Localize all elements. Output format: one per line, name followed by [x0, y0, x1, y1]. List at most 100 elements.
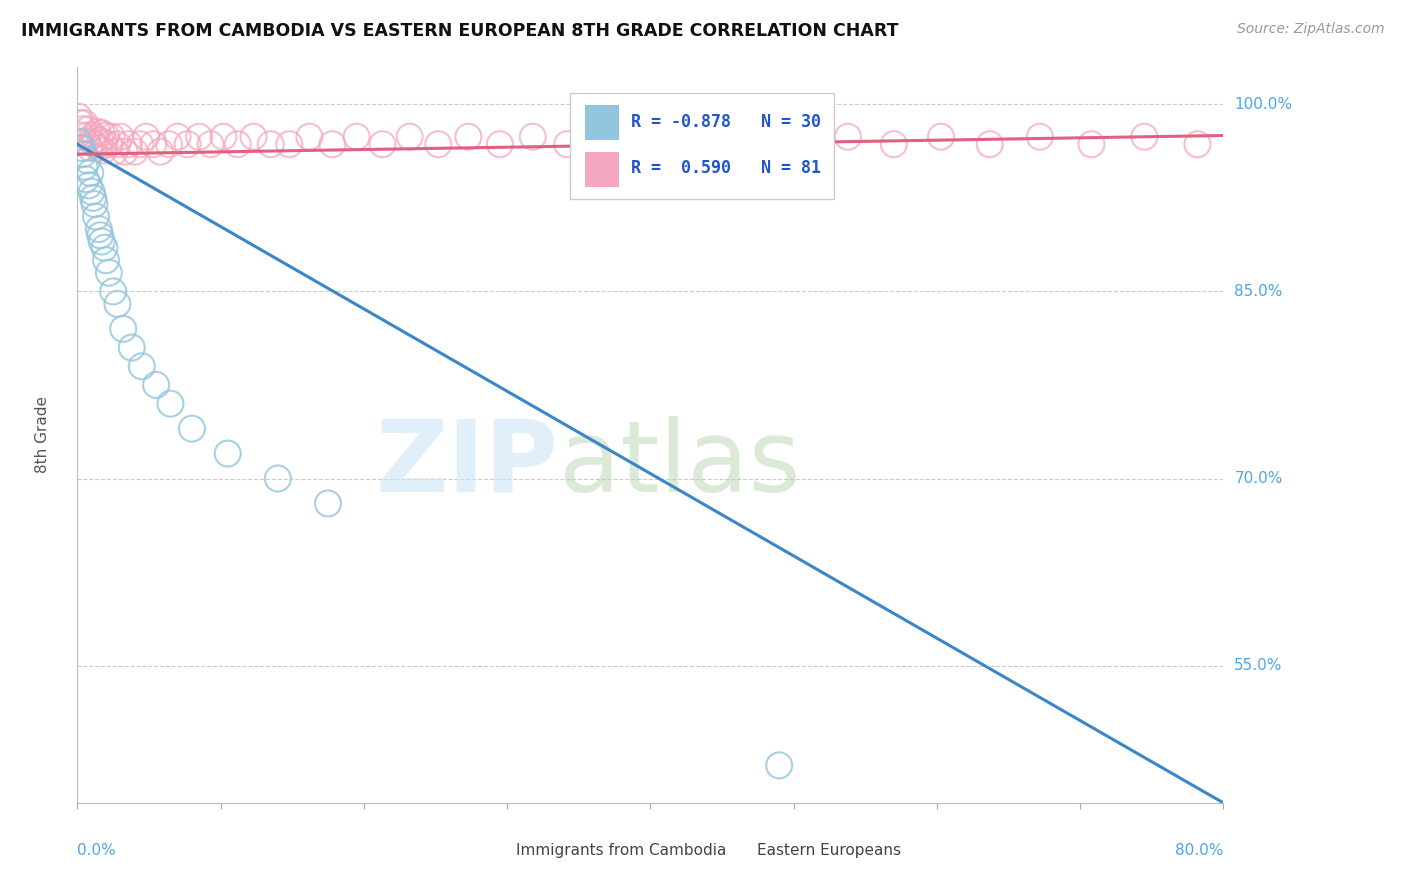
Point: [149, 145, 172, 159]
Point: [346, 129, 368, 144]
Point: [883, 137, 905, 152]
Point: [112, 322, 135, 336]
Point: [80, 185, 103, 199]
Point: [212, 129, 235, 144]
Bar: [484, 839, 509, 862]
Point: [90, 126, 112, 140]
Point: [75, 135, 97, 149]
Point: [929, 129, 952, 144]
Text: 85.0%: 85.0%: [1234, 284, 1282, 299]
Point: [77, 178, 100, 193]
Point: [316, 496, 339, 510]
Bar: [585, 152, 619, 186]
Point: [82, 128, 104, 143]
Point: [103, 145, 125, 159]
Point: [75, 172, 97, 186]
Point: [1187, 137, 1209, 152]
Point: [69, 116, 91, 130]
Point: [489, 137, 512, 152]
Point: [93, 136, 115, 150]
Point: [555, 137, 578, 152]
Point: [217, 446, 239, 460]
Point: [298, 129, 321, 144]
Point: [142, 137, 165, 152]
Point: [979, 137, 1001, 152]
Point: [87, 222, 110, 236]
Text: atlas: atlas: [558, 416, 800, 513]
Point: [67, 135, 90, 149]
Point: [321, 137, 343, 152]
Text: Immigrants from Cambodia: Immigrants from Cambodia: [516, 843, 727, 858]
Point: [67, 110, 90, 124]
Text: ZIP: ZIP: [375, 416, 558, 513]
Point: [76, 128, 98, 143]
Point: [118, 137, 141, 152]
Point: [1080, 137, 1102, 152]
Text: R =  0.590   N = 81: R = 0.590 N = 81: [631, 160, 821, 178]
Point: [159, 397, 181, 411]
Point: [226, 137, 249, 152]
Point: [91, 144, 114, 158]
Point: [1133, 129, 1156, 144]
Point: [278, 137, 301, 152]
Point: [79, 141, 101, 155]
Point: [768, 758, 790, 772]
Point: [668, 129, 690, 144]
Point: [70, 128, 93, 143]
Point: [242, 129, 264, 144]
Point: [79, 166, 101, 180]
Point: [124, 145, 146, 159]
Point: [84, 132, 107, 146]
Point: [82, 191, 104, 205]
Point: [86, 125, 108, 139]
Point: [72, 122, 94, 136]
Text: R = -0.878   N = 30: R = -0.878 N = 30: [631, 113, 821, 131]
Point: [837, 129, 859, 144]
Text: 0.0%: 0.0%: [77, 843, 117, 858]
Text: 80.0%: 80.0%: [1175, 843, 1223, 858]
Point: [94, 253, 117, 268]
Text: 70.0%: 70.0%: [1234, 471, 1282, 486]
Point: [93, 241, 115, 255]
Point: [457, 129, 479, 144]
Point: [83, 197, 105, 211]
Point: [267, 471, 290, 485]
Point: [371, 137, 394, 152]
Point: [76, 153, 98, 168]
Text: Eastern Europeans: Eastern Europeans: [756, 843, 901, 858]
Point: [129, 137, 152, 152]
Point: [107, 297, 129, 311]
Point: [83, 137, 105, 152]
Text: 55.0%: 55.0%: [1234, 658, 1282, 673]
Point: [200, 137, 222, 152]
Point: [398, 129, 420, 144]
Point: [260, 137, 283, 152]
Point: [73, 116, 96, 130]
Point: [72, 147, 94, 161]
Point: [77, 122, 100, 136]
Point: [94, 128, 117, 143]
Point: [180, 422, 204, 436]
Point: [176, 137, 198, 152]
Point: [135, 129, 157, 144]
Text: 8th Grade: 8th Grade: [35, 396, 51, 474]
Point: [628, 137, 651, 152]
Point: [101, 285, 124, 299]
Point: [793, 137, 815, 152]
Point: [70, 141, 93, 155]
Point: [522, 129, 544, 144]
Point: [84, 210, 107, 224]
Point: [89, 228, 111, 243]
Bar: [585, 105, 619, 140]
Point: [97, 266, 120, 280]
Point: [1029, 129, 1052, 144]
Point: [749, 129, 772, 144]
Point: [121, 341, 143, 355]
Point: [131, 359, 153, 374]
Point: [107, 137, 129, 152]
Point: [87, 141, 110, 155]
Point: [97, 137, 120, 152]
Point: [166, 129, 188, 144]
Text: Source: ZipAtlas.com: Source: ZipAtlas.com: [1237, 22, 1385, 37]
Point: [80, 135, 103, 149]
